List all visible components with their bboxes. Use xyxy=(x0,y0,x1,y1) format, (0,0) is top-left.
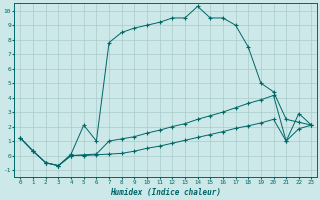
X-axis label: Humidex (Indice chaleur): Humidex (Indice chaleur) xyxy=(110,188,221,197)
